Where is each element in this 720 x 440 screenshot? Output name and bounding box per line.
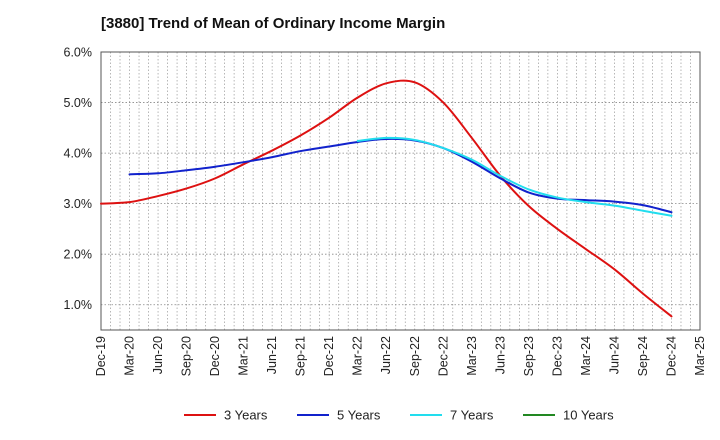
x-tick-label: Jun-22 (379, 336, 393, 374)
legend-label-7-years: 7 Years (450, 408, 494, 423)
legend-label-10-years: 10 Years (563, 408, 614, 423)
x-tick-label: Sep-21 (294, 336, 308, 376)
y-tick-label: 6.0% (64, 46, 93, 60)
x-tick-label: Mar-21 (237, 336, 251, 376)
chart-title: [3880] Trend of Mean of Ordinary Income … (101, 15, 446, 32)
x-tick-label: Sep-23 (522, 336, 536, 376)
y-tick-label: 2.0% (64, 248, 93, 262)
series-line-7-years (356, 136, 673, 217)
plot-area (101, 52, 700, 330)
y-tick-label: 5.0% (64, 96, 93, 110)
legend-label-5-years: 5 Years (337, 408, 381, 423)
legend-label-3-years: 3 Years (224, 408, 268, 423)
x-tick-label: Sep-22 (408, 336, 422, 376)
x-tick-label: Dec-20 (208, 336, 222, 376)
x-tick-label: Dec-21 (322, 336, 336, 376)
y-tick-label: 3.0% (64, 197, 93, 211)
y-tick-label: 4.0% (64, 147, 93, 161)
x-tick-label: Sep-24 (636, 336, 650, 376)
x-tick-label: Jun-21 (265, 336, 279, 374)
x-tick-label: Jun-23 (493, 336, 507, 374)
x-tick-label: Dec-24 (664, 336, 678, 376)
x-tick-label: Mar-23 (465, 336, 479, 376)
y-tick-label: 1.0% (64, 298, 93, 312)
x-tick-label: Dec-23 (550, 336, 564, 376)
series-line-3-years (100, 79, 673, 318)
x-tick-label: Mar-20 (123, 336, 137, 376)
x-tick-label: Jun-24 (607, 336, 621, 374)
x-tick-label: Mar-25 (693, 336, 707, 376)
x-tick-label: Dec-22 (436, 336, 450, 376)
x-tick-label: Jun-20 (151, 336, 165, 374)
x-tick-label: Sep-20 (180, 336, 194, 376)
x-tick-label: Mar-22 (351, 336, 365, 376)
x-tick-label: Dec-19 (94, 336, 108, 376)
x-tick-label: Mar-24 (579, 336, 593, 376)
plot-border (100, 51, 701, 331)
